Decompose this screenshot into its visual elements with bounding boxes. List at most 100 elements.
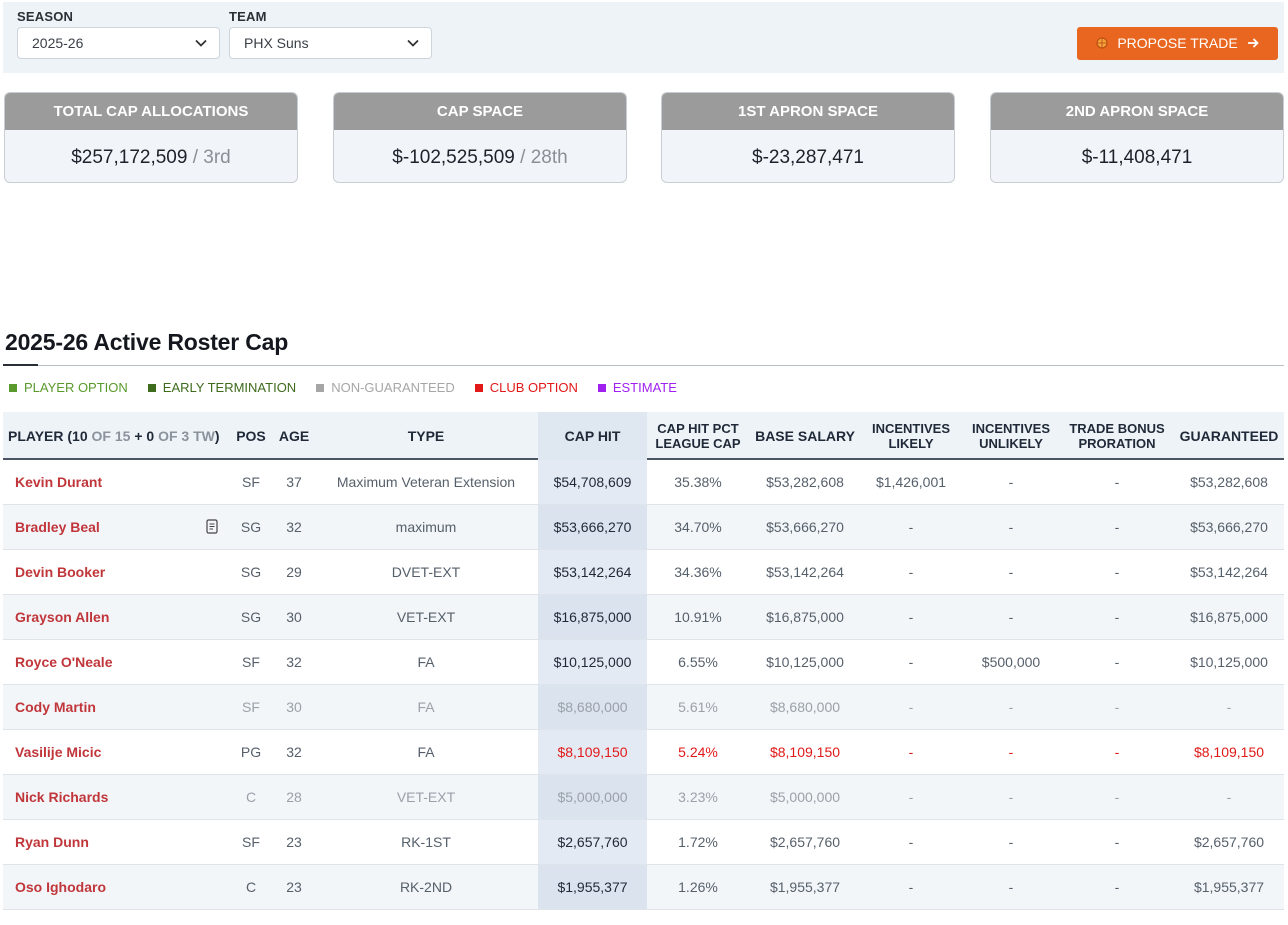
guaranteed: - (1226, 789, 1232, 805)
trade-bonus: - (1114, 564, 1120, 580)
base-salary: $53,666,270 (766, 519, 844, 535)
col-trade-bonus[interactable]: TRADE BONUS PRORATION (1063, 412, 1171, 460)
cap-pct: 34.36% (674, 564, 722, 580)
guaranteed: $16,875,000 (1190, 609, 1268, 625)
first-apron-card: 1ST APRON SPACE $-23,287,471 (661, 92, 955, 183)
guaranteed: $53,142,264 (1190, 564, 1268, 580)
incentives-unlikely: $500,000 (981, 654, 1041, 670)
col-player[interactable]: PLAYER (10 OF 15 + 0 OF 3 TW) (3, 412, 228, 460)
incentives-likely: - (908, 789, 914, 805)
player-name[interactable]: Devin Booker (15, 564, 106, 580)
season-select[interactable]: 2025-26 (17, 27, 220, 59)
col-base-salary[interactable]: BASE SALARY (755, 427, 855, 444)
contract-type: FA (417, 744, 435, 760)
propose-trade-button[interactable]: PROPOSE TRADE (1077, 27, 1278, 60)
team-select[interactable]: PHX Suns (229, 27, 432, 59)
base-salary: $53,282,608 (766, 474, 844, 490)
season-value: 2025-26 (32, 35, 84, 51)
guaranteed: $2,657,760 (1193, 834, 1265, 850)
table-row: Cody Martin SF 30 FA $8,680,000 5.61% $8,680,0… (3, 685, 1284, 730)
cap-hit: $5,000,000 (538, 775, 647, 819)
guaranteed: $8,109,150 (1193, 744, 1265, 760)
player-name[interactable]: Royce O'Neale (15, 654, 113, 670)
incentives-likely: - (908, 654, 914, 670)
col-incentives-likely[interactable]: INCENTIVES LIKELY (863, 412, 959, 460)
trade-bonus: - (1114, 654, 1120, 670)
col-cap-pct-line2: LEAGUE CAP (655, 436, 741, 451)
incentives-unlikely: - (1008, 564, 1014, 580)
cap-hit: $10,125,000 (538, 640, 647, 684)
season-label: SEASON (17, 9, 74, 24)
player-total: OF 15 (91, 427, 131, 444)
col-inc-unlikely-line2: UNLIKELY (979, 436, 1043, 451)
cap-pct: 1.26% (678, 879, 718, 895)
trade-bonus: - (1114, 834, 1120, 850)
position: SG (240, 519, 262, 535)
legend-item: PLAYER OPTION (9, 380, 128, 395)
incentives-likely: - (908, 834, 914, 850)
player-name[interactable]: Grayson Allen (15, 609, 110, 625)
player-name[interactable]: Ryan Dunn (15, 834, 89, 850)
table-row: Royce O'Neale SF 32 FA $10,125,000 6.55% $10,1… (3, 640, 1284, 685)
note-icon[interactable] (206, 519, 218, 534)
player-name[interactable]: Bradley Beal (15, 519, 100, 535)
legend-item: EARLY TERMINATION (147, 380, 296, 395)
paren-close: ) (214, 427, 220, 444)
player-name[interactable]: Cody Martin (15, 699, 96, 715)
cap-pct: 10.91% (674, 609, 722, 625)
col-trade-bonus-line1: TRADE BONUS (1069, 421, 1165, 436)
position: SF (242, 474, 260, 490)
trade-bonus: - (1114, 609, 1120, 625)
guaranteed: $53,666,270 (1190, 519, 1268, 535)
incentives-likely: - (908, 744, 914, 760)
table-row: Nick Richards C 28 VET-EXT $5,000,000 3.23% $5… (3, 775, 1284, 820)
base-salary: $53,142,264 (766, 564, 844, 580)
position: SF (242, 834, 260, 850)
guaranteed: $53,282,608 (1190, 474, 1268, 490)
filter-bar: SEASON 2025-26 TEAM PHX Suns PROPOSE TRA… (3, 2, 1284, 73)
base-salary: $8,680,000 (769, 699, 841, 715)
table-row: Kevin Durant SF 37 Maximum Veteran Extensio… (3, 460, 1284, 505)
cap-pct: 3.23% (678, 789, 718, 805)
contract-type: DVET-EXT (391, 564, 461, 580)
propose-trade-label: PROPOSE TRADE (1117, 35, 1238, 51)
chevron-down-icon (407, 37, 419, 49)
trade-bonus: - (1114, 474, 1120, 490)
card-amount: $-23,287,471 (752, 147, 864, 168)
player-name[interactable]: Vasilije Micic (15, 744, 102, 760)
col-age[interactable]: AGE (278, 427, 310, 444)
age: 23 (286, 834, 302, 850)
incentives-unlikely: - (1008, 699, 1014, 715)
player-name[interactable]: Oso Ighodaro (15, 879, 106, 895)
season-field: SEASON 2025-26 (17, 9, 220, 59)
base-salary: $10,125,000 (766, 654, 844, 670)
card-rank: / 28th (520, 147, 568, 168)
position: C (245, 789, 257, 805)
col-cap-hit[interactable]: CAP HIT (538, 412, 647, 460)
position: PG (240, 744, 262, 760)
col-trade-bonus-line2: PRORATION (1078, 436, 1156, 451)
col-incentives-unlikely[interactable]: INCENTIVES UNLIKELY (963, 412, 1059, 460)
cap-hit: $53,142,264 (538, 550, 647, 594)
col-type[interactable]: TYPE (407, 427, 445, 444)
col-pos[interactable]: POS (236, 427, 266, 444)
cap-pct: 34.70% (674, 519, 722, 535)
card-value: $-23,287,471 (662, 130, 954, 182)
player-name[interactable]: Kevin Durant (15, 474, 103, 490)
team-value: PHX Suns (244, 35, 309, 51)
incentives-unlikely: - (1008, 834, 1014, 850)
cap-hit: $8,109,150 (538, 730, 647, 774)
incentives-likely: - (908, 609, 914, 625)
incentives-unlikely: - (1008, 744, 1014, 760)
age: 28 (286, 789, 302, 805)
contract-type: VET-EXT (396, 609, 456, 625)
col-cap-pct[interactable]: CAP HIT PCT LEAGUE CAP (649, 412, 747, 460)
table-row: Devin Booker SG 29 DVET-EXT $53,142,264 34.36… (3, 550, 1284, 595)
col-guaranteed[interactable]: GUARANTEED (1179, 427, 1279, 444)
card-title: 2ND APRON SPACE (991, 93, 1283, 130)
player-name[interactable]: Nick Richards (15, 789, 109, 805)
card-value: $-102,525,509 / 28th (334, 130, 626, 182)
age: 30 (286, 699, 302, 715)
card-amount: $257,172,509 (71, 147, 188, 168)
guaranteed: $10,125,000 (1190, 654, 1268, 670)
